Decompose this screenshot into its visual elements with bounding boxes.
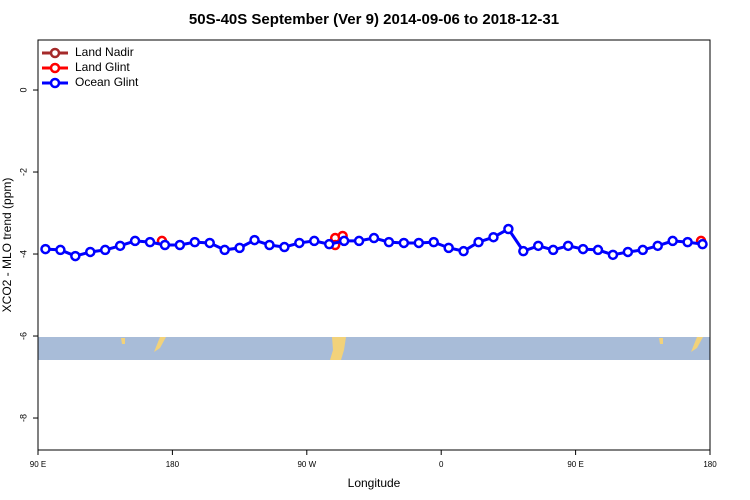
point xyxy=(159,239,171,251)
point xyxy=(383,236,395,248)
point xyxy=(174,239,186,251)
y-axis-label: XCO2 - MLO trend (ppm) xyxy=(0,178,14,313)
x-tick-label: 90 E xyxy=(567,460,583,469)
point xyxy=(323,238,335,250)
x-tick-label: 180 xyxy=(703,460,717,469)
point xyxy=(204,237,215,249)
point xyxy=(503,223,514,235)
x-tick-label: 180 xyxy=(166,460,180,469)
plot-frame xyxy=(37,39,711,451)
point xyxy=(473,236,484,248)
point xyxy=(264,239,275,251)
point xyxy=(144,236,156,248)
y-tick-label: -2 xyxy=(18,168,28,176)
point xyxy=(518,245,529,257)
x-tick-label: 0 xyxy=(439,460,444,469)
point xyxy=(234,242,245,254)
legend-label: Ocean Glint xyxy=(75,75,139,89)
legend-label: Land Glint xyxy=(75,60,130,74)
point xyxy=(40,243,51,255)
point xyxy=(70,250,81,262)
point xyxy=(488,231,499,243)
x-axis-label: Longitude xyxy=(348,476,401,490)
point xyxy=(697,238,708,250)
point xyxy=(637,244,649,256)
point xyxy=(99,244,111,256)
point xyxy=(55,244,66,256)
point xyxy=(279,241,290,253)
point xyxy=(249,234,260,246)
y-tick-label: 0 xyxy=(18,88,28,93)
point xyxy=(294,237,305,249)
legend-label: Land Nadir xyxy=(75,45,134,59)
y-tick-label: -6 xyxy=(18,332,28,340)
point xyxy=(607,249,619,261)
map-band xyxy=(38,337,710,360)
point xyxy=(443,242,454,254)
legend-marker xyxy=(49,77,61,89)
point xyxy=(667,235,678,247)
chart-title: 50S-40S September (Ver 9) 2014-09-06 to … xyxy=(189,11,559,28)
point xyxy=(219,244,230,256)
point xyxy=(428,236,439,248)
point xyxy=(682,236,693,248)
point xyxy=(533,240,544,252)
legend-marker xyxy=(49,47,61,59)
point xyxy=(652,240,663,252)
point xyxy=(562,240,574,252)
x-tick-label: 90 W xyxy=(297,460,316,469)
point xyxy=(114,240,126,252)
y-tick-label: -4 xyxy=(18,250,28,258)
x-tick-label: 90 E xyxy=(30,460,46,469)
y-tick-label: -8 xyxy=(18,414,28,422)
point xyxy=(129,235,141,247)
point xyxy=(398,237,410,249)
point xyxy=(622,246,634,258)
point xyxy=(85,246,96,258)
point xyxy=(413,237,425,249)
point xyxy=(309,235,320,247)
point xyxy=(353,235,365,247)
point xyxy=(189,236,201,248)
point xyxy=(458,245,469,257)
map-land xyxy=(121,337,703,360)
point xyxy=(592,244,604,256)
point xyxy=(577,243,589,255)
point xyxy=(368,232,380,244)
point xyxy=(547,244,559,256)
legend-marker xyxy=(49,62,61,74)
point xyxy=(338,235,350,247)
